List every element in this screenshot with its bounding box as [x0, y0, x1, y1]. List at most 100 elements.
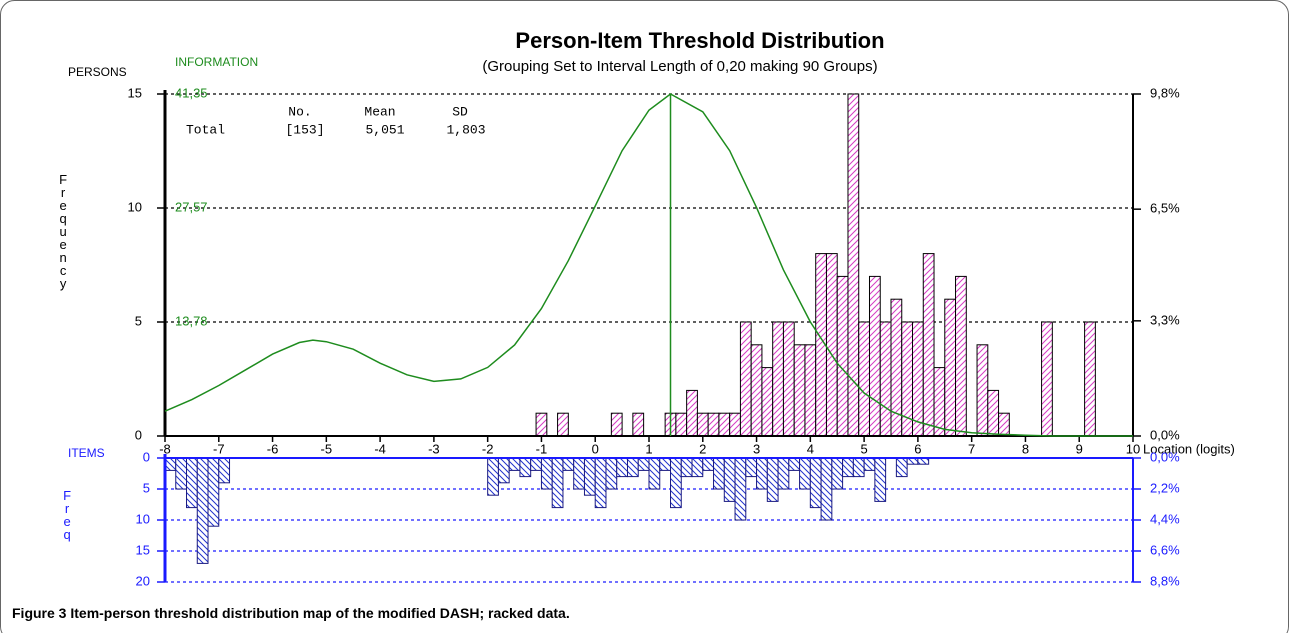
bar: [944, 298, 957, 437]
y-tick-label: 0: [143, 449, 150, 464]
x-tick-label: 5: [860, 441, 867, 456]
bar: [175, 457, 188, 490]
bar: [804, 344, 817, 437]
y2-tick-label: 0,0%: [1150, 427, 1180, 442]
bar: [659, 457, 672, 471]
x-tick-label: 10: [1126, 441, 1140, 456]
caption-label: Figure 3: [12, 605, 67, 621]
bar: [186, 457, 198, 509]
x-tick-label: -4: [374, 441, 386, 456]
x-tick-label: 3: [753, 441, 760, 456]
y-tick-label: 10: [136, 511, 150, 526]
bar: [852, 457, 865, 478]
y-axis-title: Frequency: [56, 172, 71, 291]
bar: [772, 321, 784, 437]
bar: [562, 457, 575, 471]
x-tick-label: 2: [699, 441, 706, 456]
bar: [648, 457, 661, 490]
x-tick-label: -6: [267, 441, 279, 456]
bar: [696, 412, 709, 437]
information-tick-label: 27,57: [175, 199, 208, 214]
y2-tick-label: 0,0%: [1150, 449, 1180, 464]
bar: [605, 457, 618, 490]
x-tick-label: 9: [1076, 441, 1083, 456]
bar: [718, 412, 731, 437]
bar: [836, 275, 849, 437]
stats-row-label: Total: [186, 122, 225, 137]
x-tick-label: -1: [536, 441, 548, 456]
y2-tick-label: 9,8%: [1150, 85, 1180, 100]
bar: [626, 457, 639, 478]
bar: [809, 457, 822, 509]
y-tick-label: 20: [136, 573, 150, 588]
information-tick-label: 13,78: [175, 313, 208, 328]
bar: [874, 457, 887, 502]
bar: [879, 321, 892, 437]
caption: Figure 3 Item-person threshold distribut…: [12, 605, 570, 621]
caption-text: Item-person threshold distribution map o…: [66, 605, 569, 621]
x-tick-label: -5: [321, 441, 333, 456]
bar: [1041, 321, 1053, 437]
bar: [922, 253, 935, 437]
x-tick-label: -2: [482, 441, 494, 456]
x-tick-label: 4: [807, 441, 814, 456]
bar: [976, 344, 989, 437]
bar: [782, 321, 795, 437]
bar: [207, 457, 220, 527]
bar: [713, 457, 725, 490]
y2-tick-label: 4,4%: [1150, 511, 1180, 526]
stats-cell: 5,051: [365, 122, 404, 137]
bar: [508, 457, 521, 471]
bar: [723, 457, 736, 502]
bar: [858, 321, 870, 437]
bar: [610, 412, 623, 437]
bar: [680, 457, 693, 478]
bar: [616, 457, 628, 478]
y2-tick-label: 2,2%: [1150, 480, 1180, 495]
x-tick-label: 6: [914, 441, 921, 456]
y2-tick-label: 6,5%: [1150, 201, 1180, 216]
y-tick-label: 0: [135, 427, 142, 442]
bar: [863, 457, 876, 471]
stats-cell: 1,803: [446, 122, 485, 137]
bar: [756, 457, 768, 490]
chart-subtitle: (Grouping Set to Interval Length of 0,20…: [482, 58, 877, 75]
y-tick-label: 15: [136, 542, 150, 557]
bar: [831, 457, 844, 490]
bar: [788, 457, 801, 471]
bar: [535, 412, 548, 437]
bar: [750, 344, 763, 437]
x-tick-label: 7: [968, 441, 975, 456]
bar: [912, 321, 924, 437]
bar: [196, 457, 209, 564]
y2-tick-label: 3,3%: [1150, 312, 1180, 327]
bar: [987, 389, 1000, 437]
bar: [691, 457, 704, 478]
bar: [583, 457, 596, 496]
bar: [933, 367, 946, 437]
bar: [573, 457, 585, 490]
x-tick-label: 0: [592, 441, 599, 456]
x-tick-label: -8: [159, 441, 171, 456]
bar: [955, 275, 967, 437]
bar: [530, 457, 542, 471]
stats-cell: [153]: [285, 122, 324, 137]
y-axis-title: Freq: [60, 488, 75, 542]
bar: [594, 457, 607, 509]
stats-header: SD: [452, 104, 468, 119]
information-tick-label: 41,35: [175, 85, 208, 100]
y-tick-label: 5: [135, 313, 142, 328]
bar: [998, 412, 1010, 437]
bar: [675, 412, 688, 437]
bar: [761, 367, 774, 437]
y2-tick-label: 8,8%: [1150, 573, 1180, 588]
bar: [557, 412, 569, 437]
bar: [670, 457, 682, 509]
bar: [868, 275, 881, 437]
bar: [739, 321, 752, 437]
bar: [793, 344, 806, 437]
stats-header: Mean: [364, 104, 395, 119]
bar: [702, 457, 715, 471]
bar: [497, 457, 510, 484]
